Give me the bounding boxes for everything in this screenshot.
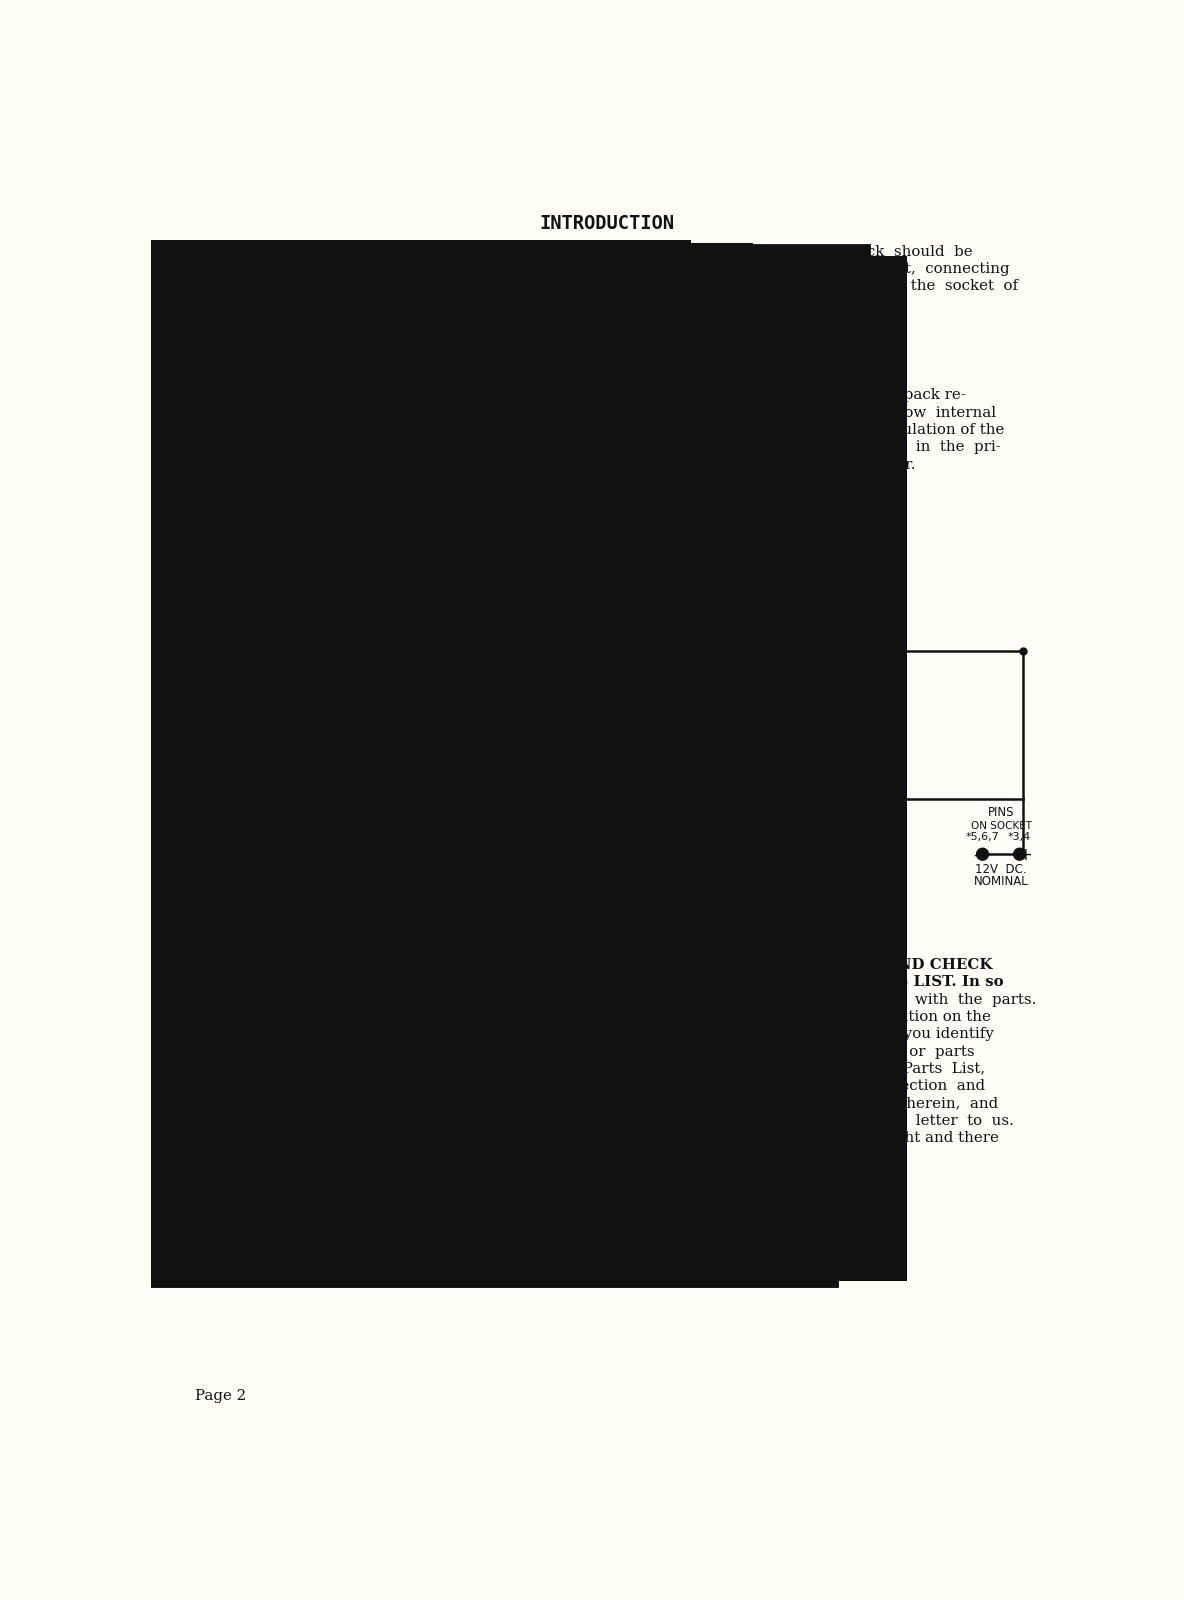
Text: *9 ON SOCKET: *9 ON SOCKET <box>282 834 363 845</box>
Text: installed  in  the  rear  of  the  cabinet,  connecting: installed in the rear of the cabinet, co… <box>620 262 1009 275</box>
Text: rent rating of thirty times the power pack re-: rent rating of thirty times the power pa… <box>620 389 965 402</box>
Circle shape <box>275 853 285 864</box>
Text: structed  a  stable,  dependable  receiver  power: structed a stable, dependable receiver p… <box>195 1080 565 1093</box>
Polygon shape <box>417 680 476 694</box>
Text: 19.2V
C.T.: 19.2V C.T. <box>374 672 408 701</box>
Text: 12V  DC.: 12V DC. <box>976 862 1027 877</box>
Text: PINS*1: PINS*1 <box>212 834 250 845</box>
Text: .483Ρ1%: .483Ρ1% <box>570 630 624 643</box>
Text: HEATHKIT POWER SUPPLY: HEATHKIT POWER SUPPLY <box>474 859 736 877</box>
Text: inside covers of your manual to help you identify: inside covers of your manual to help you… <box>620 1027 993 1042</box>
Text: (TO A.C. SWITCH): (TO A.C. SWITCH) <box>221 866 313 875</box>
Circle shape <box>977 850 987 859</box>
Text: damage  is  found  in  checking  the  Parts  List,: damage is found in checking the Parts Li… <box>620 1062 985 1077</box>
Text: ceiver  is  to  be  operated  from  a 117 volt  AC  out-: ceiver is to be operated from a 117 volt… <box>195 314 596 328</box>
Polygon shape <box>417 726 476 741</box>
Text: ON SOCKET: ON SOCKET <box>971 821 1031 830</box>
Text: EACH PART AGAINST THE PARTS LIST. In so: EACH PART AGAINST THE PARTS LIST. In so <box>620 976 1003 989</box>
Text: Page 2: Page 2 <box>195 1389 246 1403</box>
Text: 1000MF: 1000MF <box>713 690 759 702</box>
Text: trial.  If  followed  carefully,  you  will  have  con-: trial. If followed carefully, you will h… <box>195 1062 567 1077</box>
Text: in  the  circuit  as  a  bleeder  resistor.  The  recti-: in the circuit as a bleeder resistor. Th… <box>195 440 574 454</box>
Text: FOR GC-1 RECEIVER: FOR GC-1 RECEIVER <box>506 875 706 893</box>
Text: supply unit.  We suggest that you retain the man-: supply unit. We suggest that you retain … <box>195 1096 572 1110</box>
Text: the  components.  If  some  shortage  or  parts: the components. If some shortage or part… <box>620 1045 974 1059</box>
Text: components in a minimum of available space and: components in a minimum of available spa… <box>195 1027 572 1042</box>
Text: CONSTRUCTION  NOTES: CONSTRUCTION NOTES <box>500 922 714 941</box>
Text: the  power  pack.: the power pack. <box>620 296 753 310</box>
Text: is  the  result  of  extensive  experimentation  and: is the result of extensive experimentati… <box>195 1045 574 1059</box>
Text: rectifier circuit with a 2-section RC filter.  The: rectifier circuit with a 2-section RC fi… <box>195 406 548 419</box>
Text: PINS: PINS <box>987 806 1015 819</box>
Text: MODEL   XP-2: MODEL XP-2 <box>547 890 663 906</box>
Text: please  read  the  REPLACEMENT  section  and: please read the REPLACEMENT section and <box>620 1080 985 1093</box>
Text: +: + <box>1018 846 1032 864</box>
Text: UNPACK THE KIT CAREFULLY AND CHECK: UNPACK THE KIT CAREFULLY AND CHECK <box>620 958 992 973</box>
Text: The Model XP-2 Power Pack utilizes a full-wave: The Model XP-2 Power Pack utilizes a ful… <box>195 389 555 402</box>
Text: quirement.  This  accounts  for  the  low  internal: quirement. This accounts for the low int… <box>620 406 996 419</box>
Text: *5,6,7: *5,6,7 <box>966 832 999 842</box>
Text: This  manual  is  supplied  to  assist  you  in  every: This manual is supplied to assist you in… <box>195 958 580 973</box>
Text: the  power  plug  of  the  receiver  to  the  socket  of: the power plug of the receiver to the so… <box>620 278 1018 293</box>
Text: +: + <box>742 683 754 696</box>
Text: ual in your files for future reference, both in: ual in your files for future reference, … <box>195 1114 534 1128</box>
Text: 200  milliamperes  continuously.  If  the  GC-1  Re-: 200 milliamperes continuously. If the GC… <box>195 296 580 310</box>
Text: Refer to the charts and other information on the: Refer to the charts and other informatio… <box>620 1010 991 1024</box>
Text: impedance and excellent voltage regulation of the: impedance and excellent voltage regulati… <box>620 422 1004 437</box>
Text: mary circuit of the power transformer.: mary circuit of the power transformer. <box>620 458 915 472</box>
Text: +: + <box>483 763 495 778</box>
Circle shape <box>1015 850 1025 859</box>
Text: *3,4: *3,4 <box>1008 832 1031 842</box>
Bar <box>393 661 498 760</box>
Text: +: + <box>649 683 661 696</box>
Text: XP-2.  A  protective  fuse  is  included  in  the  pri-: XP-2. A protective fuse is included in t… <box>620 440 1000 454</box>
Text: let  socket,  the  XP-2  Power  Pack  should  be: let socket, the XP-2 Power Pack should b… <box>620 245 972 258</box>
Text: 15 V: 15 V <box>614 776 642 789</box>
Text: vides  for  the  optimum  accommodation  of  all: vides for the optimum accommodation of a… <box>195 1010 560 1024</box>
Text: INTRODUCTION: INTRODUCTION <box>539 213 675 232</box>
Text: +: + <box>483 643 495 658</box>
Text: ceiver  to  supply  direct  current  at  12 volts,  up  to: ceiver to supply direct current at 12 vo… <box>195 278 599 293</box>
Text: -: - <box>398 643 403 658</box>
Text: chance  for  error.  The  arrangement  shown  pro-: chance for error. The arrangement shown … <box>195 992 579 1006</box>
Text: -: - <box>398 763 403 778</box>
Text: NOMINAL: NOMINAL <box>973 875 1029 888</box>
Text: the  use  of  the  unit  and  for  its  maintenance.: the use of the unit and for its maintena… <box>195 1131 564 1146</box>
Text: CIRCUIT  DESCRIPTION: CIRCUIT DESCRIPTION <box>494 352 720 371</box>
Text: -: - <box>973 846 979 864</box>
Text: .483Ρ1%: .483Ρ1% <box>663 630 719 643</box>
Text: include  all  inspection  slips  in  your  letter  to  us.: include all inspection slips in your let… <box>620 1114 1014 1128</box>
Text: supply  the  information  called  for  therein,  and: supply the information called for therei… <box>620 1096 998 1110</box>
Text: The  HEATHKIT  Model  XP-2  Power  Pack  has: The HEATHKIT Model XP-2 Power Pack has <box>195 245 556 258</box>
Text: SILICON
RECTIFIERS: SILICON RECTIFIERS <box>404 688 489 720</box>
Text: doing,  you  will  become  acquainted  with  the  parts.: doing, you will become acquainted with t… <box>620 992 1036 1006</box>
Text: Hardware items are counted by weight and there: Hardware items are counted by weight and… <box>620 1131 998 1146</box>
Text: pilot lamps of the GC-1 Receiver are connected: pilot lamps of the GC-1 Receiver are con… <box>195 422 556 437</box>
Text: been  designed  for  use  with  the  Model  GC-1  Re-: been designed for use with the Model GC-… <box>195 262 594 275</box>
Text: 15 V: 15 V <box>709 776 735 789</box>
Text: fiers  are  silicon  diodes  which  have  a  peak  cur-: fiers are silicon diodes which have a pe… <box>195 458 587 472</box>
Text: 1000 MF: 1000 MF <box>619 690 669 702</box>
Circle shape <box>247 853 259 864</box>
Text: 1/8 A.: 1/8 A. <box>255 696 288 709</box>
Text: 115V, 50-60 CY.: 115V, 50-60 CY. <box>193 667 285 682</box>
Text: way  to  complete  your  kit  with  the  least  possible: way to complete your kit with the least … <box>195 976 598 989</box>
